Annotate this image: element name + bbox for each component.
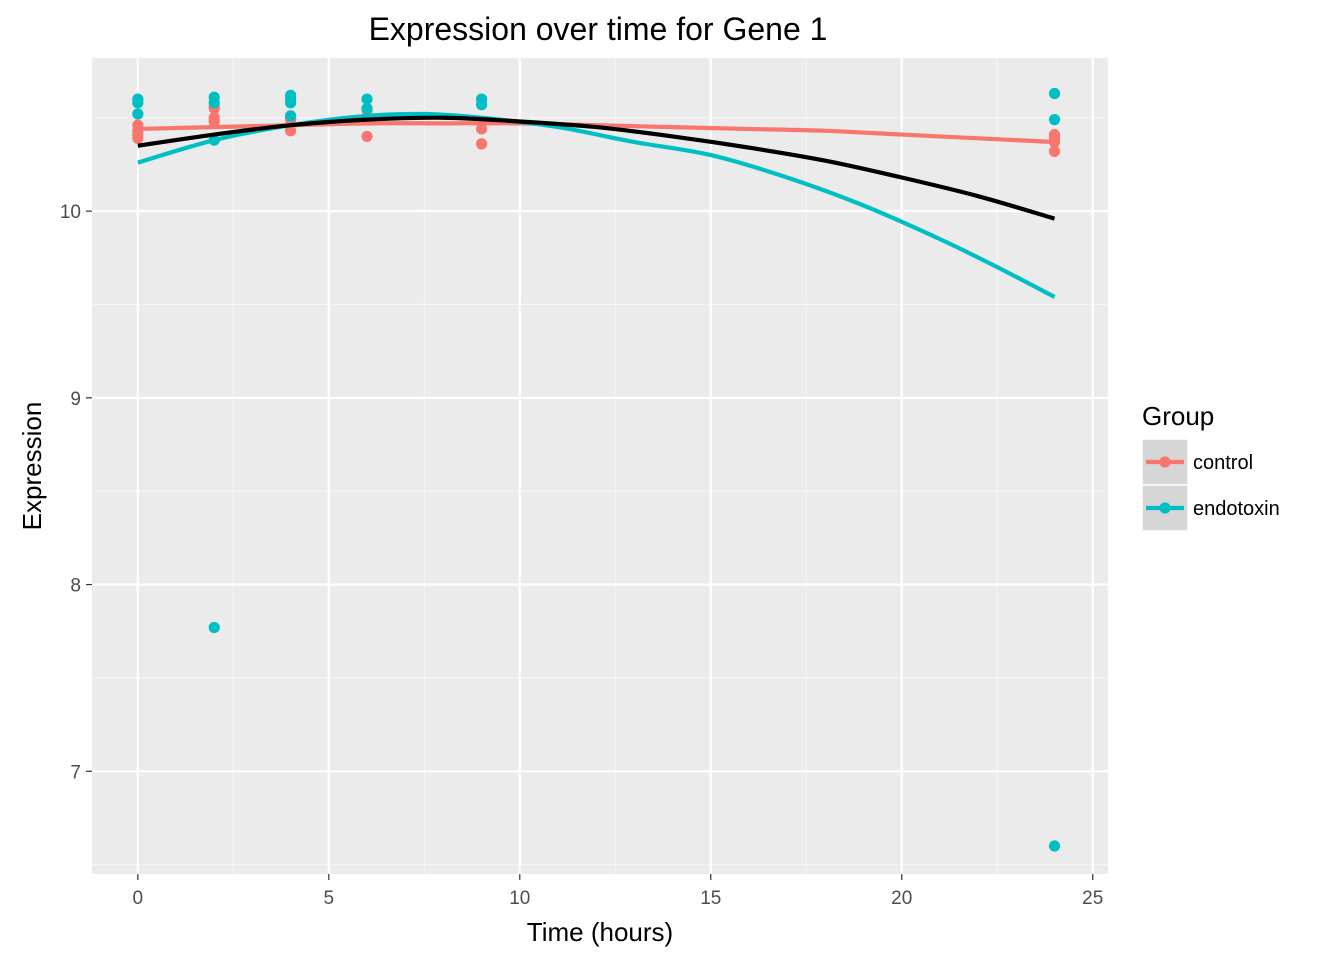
point-endotoxin [208,621,220,634]
point-endotoxin [361,93,373,105]
x-axis: 0 5 10 15 20 25 [133,874,1103,909]
point-endotoxin [1048,87,1061,100]
point-endotoxin [285,110,297,122]
y-tick-label: 8 [70,576,81,597]
legend-point-endotoxin [1159,502,1171,514]
point-control [475,123,488,135]
x-tick-label: 25 [1082,888,1103,909]
point-control [475,138,488,150]
y-tick-label: 7 [70,762,81,783]
point-control [132,132,144,144]
plot-panel [92,58,1108,874]
x-tick-label: 20 [891,888,912,909]
x-axis-title: Time (hours) [527,917,673,947]
point-endotoxin [208,97,220,109]
point-endotoxin [1048,840,1061,852]
grid-major [92,58,1108,874]
legend-label-control: control [1193,452,1253,474]
y-axis: 7 8 9 10 [60,202,92,783]
legend: Group control endotoxin [1141,401,1280,532]
chart-title: Expression over time for Gene 1 [369,11,828,47]
point-endotoxin [1048,114,1061,126]
point-control [361,130,373,143]
point-control [1048,145,1061,157]
fit-lines [137,111,1056,299]
y-tick-label: 10 [60,202,81,223]
legend-point-control [1159,456,1171,468]
x-tick-label: 10 [509,888,530,909]
point-endotoxin [285,97,297,109]
point-endotoxin [132,108,144,120]
point-control [208,115,220,128]
grid-minor [92,58,1108,874]
point-endotoxin [475,99,488,111]
y-axis-title: Expression [17,402,47,531]
x-tick-label: 0 [133,888,144,909]
y-tick-label: 9 [70,389,81,410]
point-control [285,125,297,137]
x-tick-label: 15 [700,888,721,909]
legend-label-endotoxin: endotoxin [1193,498,1280,520]
point-endotoxin [132,97,144,109]
point-endotoxin [361,102,373,115]
fit-line-overall [137,115,1056,221]
x-tick-label: 5 [324,888,335,909]
legend-title: Group [1142,401,1214,431]
